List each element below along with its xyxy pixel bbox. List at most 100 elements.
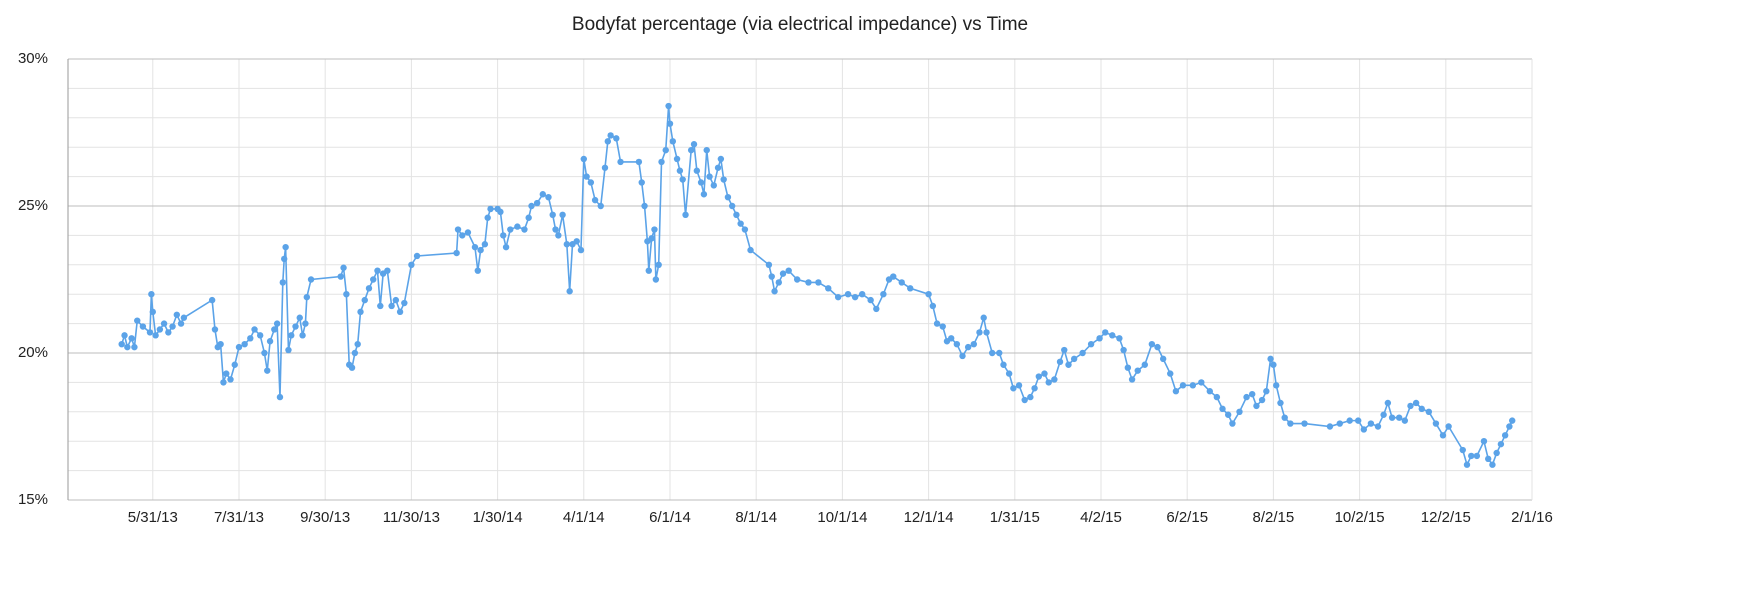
data-point [717,155,725,163]
data-point [566,288,573,295]
data-point [271,326,278,333]
data-point [1367,420,1375,427]
data-point [635,158,643,166]
x-tick-label: 5/31/13 [128,509,178,526]
data-point [281,255,288,263]
chart-title: Bodyfat percentage (via electrical imped… [572,14,1028,35]
data-point [925,291,932,298]
data-point [601,164,609,171]
data-point [247,335,254,342]
data-point [1354,417,1362,424]
x-tick-label: 10/2/15 [1335,509,1385,526]
data-point [1468,452,1475,460]
data-point [303,293,311,301]
data-point [217,340,224,348]
data-point [296,314,303,321]
data-point [370,276,377,283]
data-point [933,320,941,327]
data-point [377,302,384,310]
data-point [1484,455,1492,463]
data-point [1459,446,1466,454]
y-tick-label: 15% [18,491,48,508]
data-point [481,241,489,248]
data-point [474,267,482,274]
data-point [497,208,504,216]
data-point [983,329,990,336]
data-point [1128,376,1136,383]
data-point [1380,411,1387,418]
data-point [220,379,227,386]
data-point [396,308,404,316]
x-tick-label: 6/2/15 [1166,509,1208,526]
data-point [555,232,562,239]
data-point [500,232,507,239]
data-point [1509,417,1516,424]
x-tick-label: 2/1/16 [1511,509,1553,526]
y-tick-label: 20% [18,344,48,361]
data-point [765,261,773,268]
data-point [227,376,234,383]
data-point [1493,449,1500,457]
data-point [1273,382,1280,389]
data-point [890,273,897,280]
data-point [638,179,645,186]
x-tick-label: 10/1/14 [817,509,867,526]
data-point [549,211,556,219]
data-point [673,155,681,163]
data-point [1258,396,1266,404]
data-point [825,285,832,292]
data-point [953,340,961,348]
data-point [597,202,604,210]
data-point [641,202,648,210]
data-point [1224,411,1232,418]
data-point [223,370,230,377]
data-point [834,293,842,301]
data-point [1005,370,1013,377]
data-point [1031,385,1038,392]
data-point [1065,361,1072,368]
data-point [149,308,156,316]
data-point [354,340,361,348]
data-point [148,291,155,298]
data-point [340,264,347,271]
data-point [484,214,491,221]
data-point [146,329,154,336]
data-point [1134,367,1141,374]
data-point [118,340,125,348]
data-point [898,279,905,286]
data-point [521,226,528,233]
data-point [1206,388,1214,395]
data-point [401,299,408,307]
data-point [1418,405,1425,413]
data-point [134,317,141,324]
data-point [1253,402,1260,410]
data-point [477,246,484,254]
data-point [1301,420,1308,427]
data-point [1189,382,1197,389]
data-point [1425,408,1433,415]
data-point [1070,355,1078,363]
data-point [1116,335,1123,342]
data-point [128,335,135,342]
data-point [288,332,295,339]
data-point [1267,355,1274,363]
data-point [208,296,216,304]
data-point [948,335,955,342]
data-point [697,179,705,186]
x-tick-label: 12/2/15 [1421,509,1471,526]
data-point [528,202,535,210]
data-point [177,320,185,327]
data-point [929,302,937,310]
data-point [559,211,566,219]
data-point [1021,396,1028,404]
data-point [264,367,271,374]
data-point [1079,349,1086,357]
data-point [652,276,660,283]
data-point [771,288,778,295]
data-point [1360,426,1368,433]
data-point [1000,361,1007,368]
data-point [844,291,852,298]
x-tick-label: 1/31/15 [990,509,1040,526]
data-point [139,323,147,330]
data-point [587,179,595,186]
